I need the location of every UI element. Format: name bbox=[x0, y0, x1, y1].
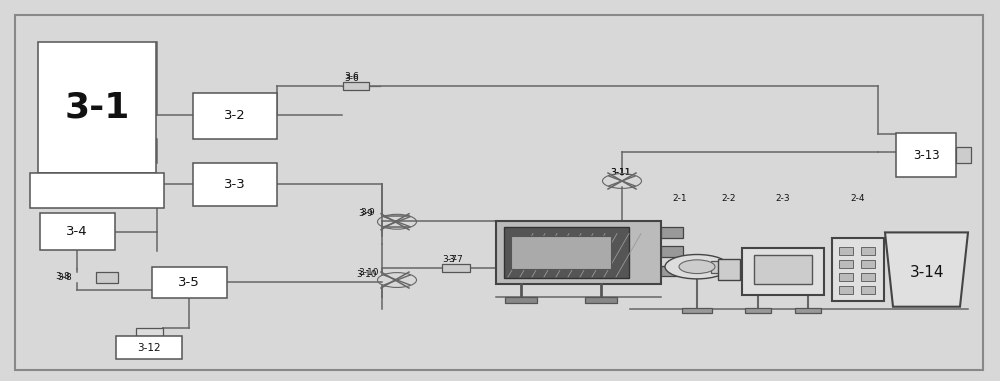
Bar bbox=[585, 297, 617, 303]
Polygon shape bbox=[885, 232, 968, 307]
Bar bbox=[682, 308, 712, 313]
Text: 3-14: 3-14 bbox=[910, 265, 944, 280]
Text: 2-2: 2-2 bbox=[722, 194, 736, 203]
Bar bbox=[496, 221, 661, 284]
Bar bbox=[832, 238, 884, 301]
Bar bbox=[40, 213, 115, 250]
Bar bbox=[661, 246, 683, 257]
Bar bbox=[343, 82, 369, 90]
Text: 3-4: 3-4 bbox=[66, 225, 88, 238]
Bar bbox=[896, 133, 956, 177]
Text: 2-1: 2-1 bbox=[673, 194, 687, 203]
Bar bbox=[30, 173, 164, 208]
Bar bbox=[193, 93, 277, 139]
Bar bbox=[504, 227, 629, 278]
Bar bbox=[442, 264, 470, 272]
Bar bbox=[511, 236, 611, 269]
Bar bbox=[661, 227, 683, 238]
Bar bbox=[505, 297, 537, 303]
Text: 3-9: 3-9 bbox=[360, 208, 375, 217]
Text: 3-7: 3-7 bbox=[443, 255, 457, 264]
Text: 3-6: 3-6 bbox=[344, 74, 359, 83]
Bar bbox=[718, 259, 740, 280]
Text: 3-9: 3-9 bbox=[358, 209, 373, 218]
Bar bbox=[152, 267, 227, 298]
Bar bbox=[193, 163, 277, 206]
Text: 3-13: 3-13 bbox=[913, 149, 939, 162]
Text: 3-2: 3-2 bbox=[224, 109, 246, 122]
Bar bbox=[861, 286, 875, 294]
Bar bbox=[861, 247, 875, 255]
Bar bbox=[839, 286, 853, 294]
Bar bbox=[861, 260, 875, 268]
Circle shape bbox=[665, 255, 729, 279]
Bar bbox=[661, 266, 683, 276]
Bar bbox=[861, 273, 875, 281]
Text: 3-10: 3-10 bbox=[358, 268, 378, 277]
Text: 3-11: 3-11 bbox=[610, 168, 631, 177]
Bar bbox=[839, 247, 853, 255]
Text: 3-6: 3-6 bbox=[344, 72, 359, 81]
Bar bbox=[711, 261, 729, 273]
Bar bbox=[38, 42, 156, 173]
Text: 2-4: 2-4 bbox=[851, 194, 865, 203]
Bar bbox=[795, 308, 821, 313]
Text: 2-3: 2-3 bbox=[776, 194, 790, 203]
Text: 3-5: 3-5 bbox=[178, 276, 200, 289]
Bar bbox=[116, 336, 182, 359]
Text: 3-7: 3-7 bbox=[449, 255, 463, 264]
Bar bbox=[839, 273, 853, 281]
Text: 3-8: 3-8 bbox=[57, 273, 72, 282]
Text: 3-10: 3-10 bbox=[356, 270, 376, 279]
Text: 3-3: 3-3 bbox=[224, 178, 246, 191]
Text: 3-8: 3-8 bbox=[55, 272, 70, 281]
Text: 3-12: 3-12 bbox=[137, 343, 161, 353]
Bar bbox=[742, 248, 824, 295]
Bar bbox=[96, 272, 118, 283]
Text: 3-1: 3-1 bbox=[64, 90, 130, 125]
Circle shape bbox=[679, 260, 715, 274]
Bar bbox=[956, 147, 971, 163]
Bar bbox=[745, 308, 771, 313]
Bar bbox=[754, 255, 812, 284]
Bar bbox=[839, 260, 853, 268]
Bar bbox=[136, 328, 163, 336]
Text: 3-11: 3-11 bbox=[610, 168, 631, 177]
